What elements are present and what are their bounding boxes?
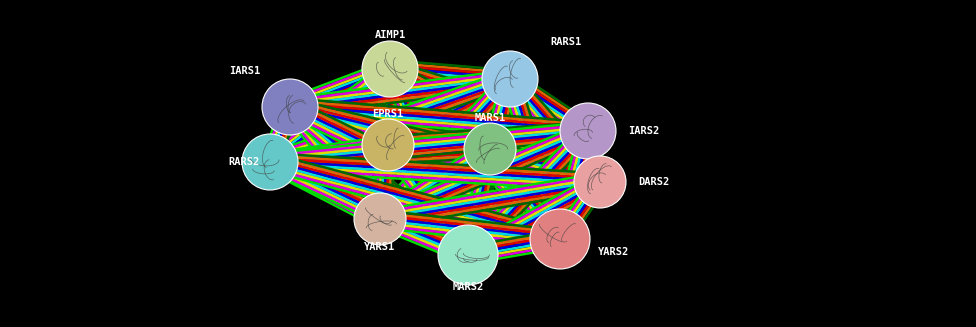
Text: YARS2: YARS2 bbox=[598, 247, 630, 257]
Circle shape bbox=[574, 156, 626, 208]
Text: DARS2: DARS2 bbox=[638, 177, 670, 187]
Text: AIMP1: AIMP1 bbox=[375, 30, 406, 40]
Circle shape bbox=[482, 51, 538, 107]
Circle shape bbox=[362, 119, 414, 171]
Text: YARS1: YARS1 bbox=[364, 242, 395, 252]
Text: RARS1: RARS1 bbox=[550, 37, 582, 47]
Circle shape bbox=[354, 193, 406, 245]
Text: MARS1: MARS1 bbox=[474, 113, 506, 123]
Circle shape bbox=[362, 41, 418, 97]
Circle shape bbox=[438, 225, 498, 285]
Text: EPRS1: EPRS1 bbox=[373, 109, 404, 119]
Circle shape bbox=[530, 209, 590, 269]
Text: RARS2: RARS2 bbox=[228, 157, 260, 167]
Text: MARS2: MARS2 bbox=[452, 282, 484, 292]
Circle shape bbox=[242, 134, 298, 190]
Circle shape bbox=[464, 123, 516, 175]
Text: IARS1: IARS1 bbox=[228, 66, 260, 76]
Text: IARS2: IARS2 bbox=[628, 126, 659, 136]
Circle shape bbox=[262, 79, 318, 135]
Circle shape bbox=[560, 103, 616, 159]
